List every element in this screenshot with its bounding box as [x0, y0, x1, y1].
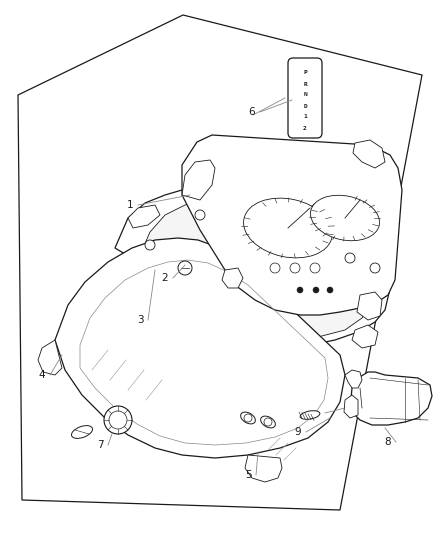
Text: 2: 2 [162, 273, 168, 283]
Circle shape [178, 261, 192, 275]
Text: 1: 1 [127, 200, 133, 210]
Circle shape [109, 411, 127, 429]
FancyBboxPatch shape [288, 58, 322, 138]
Circle shape [145, 240, 155, 250]
Polygon shape [182, 135, 402, 315]
Circle shape [104, 406, 132, 434]
Text: R: R [303, 82, 307, 86]
Polygon shape [18, 15, 422, 510]
Circle shape [310, 263, 320, 273]
Polygon shape [357, 292, 382, 320]
Ellipse shape [300, 411, 320, 419]
Circle shape [270, 263, 280, 273]
Circle shape [345, 253, 355, 263]
Text: 3: 3 [137, 315, 143, 325]
Polygon shape [182, 160, 215, 200]
Text: 8: 8 [385, 437, 391, 447]
Circle shape [327, 287, 333, 293]
Polygon shape [352, 325, 378, 348]
Circle shape [297, 287, 303, 293]
Text: 4: 4 [39, 370, 45, 380]
Polygon shape [38, 340, 62, 375]
Ellipse shape [71, 426, 92, 439]
Text: D: D [303, 103, 307, 109]
Text: 7: 7 [97, 440, 103, 450]
Text: 1: 1 [303, 115, 307, 119]
Polygon shape [345, 370, 362, 388]
Text: 9: 9 [295, 427, 301, 437]
Circle shape [195, 210, 205, 220]
Polygon shape [140, 200, 380, 340]
Ellipse shape [240, 412, 255, 424]
Polygon shape [55, 238, 345, 458]
Text: 5: 5 [245, 470, 251, 480]
Polygon shape [344, 395, 358, 418]
Polygon shape [353, 140, 385, 168]
Text: 6: 6 [249, 107, 255, 117]
Ellipse shape [261, 416, 276, 428]
Polygon shape [115, 190, 392, 348]
Text: P: P [303, 70, 307, 76]
Polygon shape [350, 372, 432, 425]
Polygon shape [245, 455, 282, 482]
Polygon shape [128, 205, 160, 228]
Circle shape [290, 263, 300, 273]
Circle shape [313, 287, 319, 293]
Text: 2: 2 [303, 125, 307, 131]
Ellipse shape [244, 198, 332, 258]
Polygon shape [222, 268, 243, 288]
Circle shape [264, 418, 272, 426]
Ellipse shape [311, 195, 380, 241]
Circle shape [370, 263, 380, 273]
Text: N: N [303, 93, 307, 98]
Circle shape [244, 414, 252, 422]
